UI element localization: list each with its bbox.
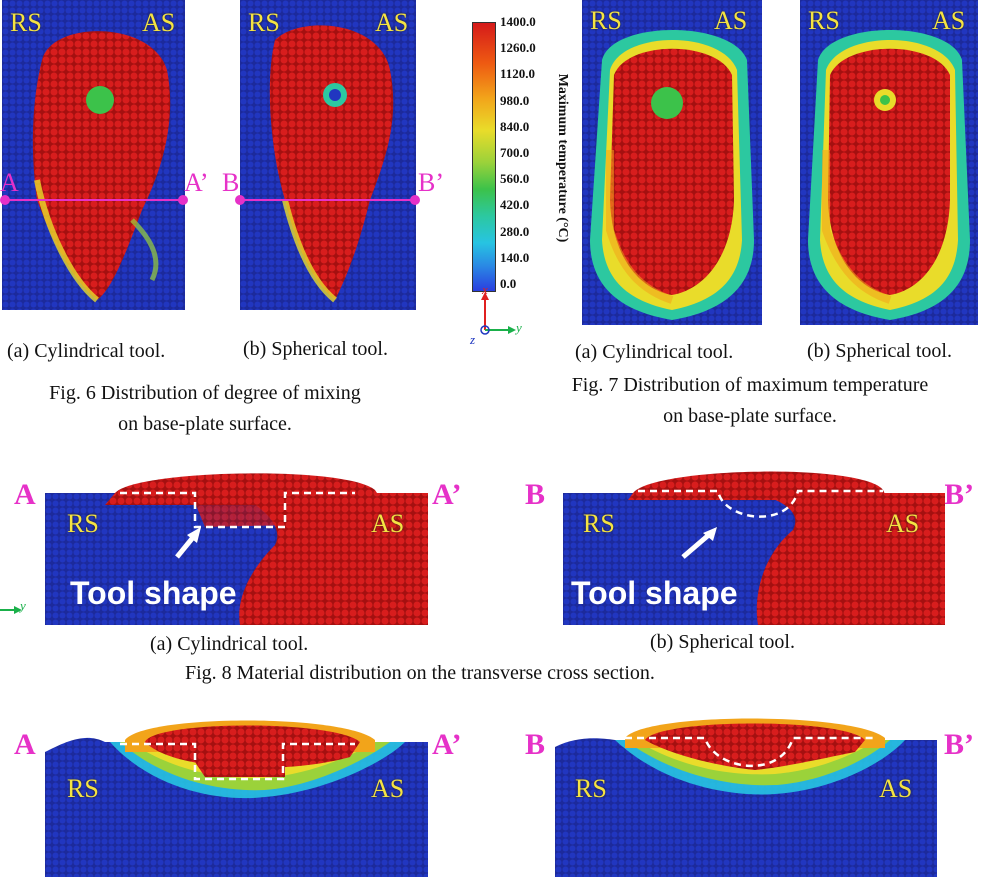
- as-label: AS: [886, 509, 920, 538]
- as-label: AS: [371, 509, 405, 538]
- rs-label: RS: [67, 774, 99, 803]
- section-point-b-start: [235, 195, 245, 205]
- axis-z-label: z: [470, 332, 476, 347]
- as-label: AS: [371, 774, 405, 803]
- fig8-caption-a: (a) Cylindrical tool.: [150, 633, 309, 655]
- fig7-caption-line1: Fig. 7 Distribution of maximum temperatu…: [571, 374, 929, 396]
- fig7-panel-a: RS AS: [582, 0, 762, 325]
- fig8-label-b-prime: B’: [944, 478, 974, 511]
- tool-shape-label: Tool shape: [70, 575, 237, 611]
- fig6-panel-a: RS AS: [2, 0, 185, 310]
- label-b: B: [222, 168, 240, 197]
- fig6-caption-a: (a) Cylindrical tool.: [7, 340, 166, 362]
- fig9-label-b-prime: B’: [944, 728, 974, 761]
- colorbar-tick-label: 980.0: [500, 92, 530, 108]
- fig8-panel-a: RS AS Tool shape: [45, 465, 428, 625]
- colorbar-tick-label: 140.0: [500, 249, 530, 265]
- rs-label: RS: [67, 509, 99, 538]
- as-label: AS: [142, 8, 176, 37]
- fig8-axis-y-arrow: y: [0, 598, 30, 620]
- fig6-panel-b: RS AS: [240, 0, 416, 310]
- colorbar-tick-label: 1120.0: [500, 66, 536, 82]
- fig7-caption-b: (b) Spherical tool.: [807, 340, 952, 362]
- section-line-b: [240, 199, 416, 201]
- axis-y-label: y: [516, 320, 522, 335]
- fig6-caption-line1: Fig. 6 Distribution of degree of mixing: [49, 382, 361, 404]
- rs-label: RS: [590, 6, 622, 35]
- tool-shape-label: Tool shape: [571, 575, 738, 611]
- as-label: AS: [932, 6, 966, 35]
- colorbar: [472, 22, 496, 292]
- rs-label: RS: [10, 8, 42, 37]
- colorbar-tick-label: 0.0: [500, 276, 517, 291]
- colorbar-tick-label: 700.0: [500, 145, 530, 160]
- colorbar-tick-label: 1260.0: [500, 40, 536, 56]
- axis-y-label: y: [20, 598, 26, 613]
- section-line-a: [5, 199, 183, 201]
- fig8-label-a: A: [14, 478, 36, 511]
- section-point-a-start: [0, 195, 10, 205]
- rs-label: RS: [248, 8, 280, 37]
- fig8-panel-b: RS AS Tool shape: [563, 465, 945, 625]
- label-b-prime: B’: [418, 168, 444, 197]
- fig8-caption: Fig. 8 Material distribution on the tran…: [185, 662, 655, 684]
- fig9-panel-b: RS AS: [555, 712, 937, 877]
- as-label: AS: [714, 6, 748, 35]
- rs-label: RS: [583, 509, 615, 538]
- axis-triad: x y z: [470, 282, 530, 350]
- fig6-caption-line2: on base-plate surface.: [118, 413, 292, 435]
- colorbar-title: Maximum temperature (°C): [555, 73, 570, 243]
- fig8-caption-b: (b) Spherical tool.: [650, 631, 795, 653]
- fig7-caption-a: (a) Cylindrical tool.: [575, 341, 734, 363]
- section-point-b-end: [410, 195, 420, 205]
- colorbar-tick-label: 1400.0: [500, 14, 536, 29]
- fig9-label-b: B: [525, 728, 546, 761]
- fig7-panel-b: RS AS: [800, 0, 978, 325]
- fig9-label-a: A: [14, 728, 36, 761]
- fig9-panel-a: RS AS: [45, 712, 428, 877]
- as-label: AS: [375, 8, 409, 37]
- fig8-label-a-prime: A’: [432, 478, 462, 511]
- colorbar-tick-label: 560.0: [500, 171, 530, 187]
- label-a-prime: A’: [184, 168, 209, 197]
- fig7-caption-line2: on base-plate surface.: [663, 405, 837, 427]
- fig7-caption: Fig. 7 Distribution of maximum temperatu…: [530, 370, 970, 432]
- fig6-caption-b: (b) Spherical tool.: [243, 338, 388, 360]
- rs-label: RS: [808, 6, 840, 35]
- fig6-caption: Fig. 6 Distribution of degree of mixing …: [0, 378, 410, 440]
- colorbar-tick-label: 280.0: [500, 223, 530, 239]
- fig8-label-b: B: [525, 478, 546, 511]
- colorbar-tick-label: 840.0: [500, 118, 530, 134]
- label-a: A: [0, 168, 19, 197]
- colorbar-tick-label: 420.0: [500, 197, 530, 213]
- as-label: AS: [879, 774, 913, 803]
- fig9-label-a-prime: A’: [432, 728, 462, 761]
- section-point-a-end: [178, 195, 188, 205]
- rs-label: RS: [575, 774, 607, 803]
- axis-x-label: x: [482, 282, 488, 297]
